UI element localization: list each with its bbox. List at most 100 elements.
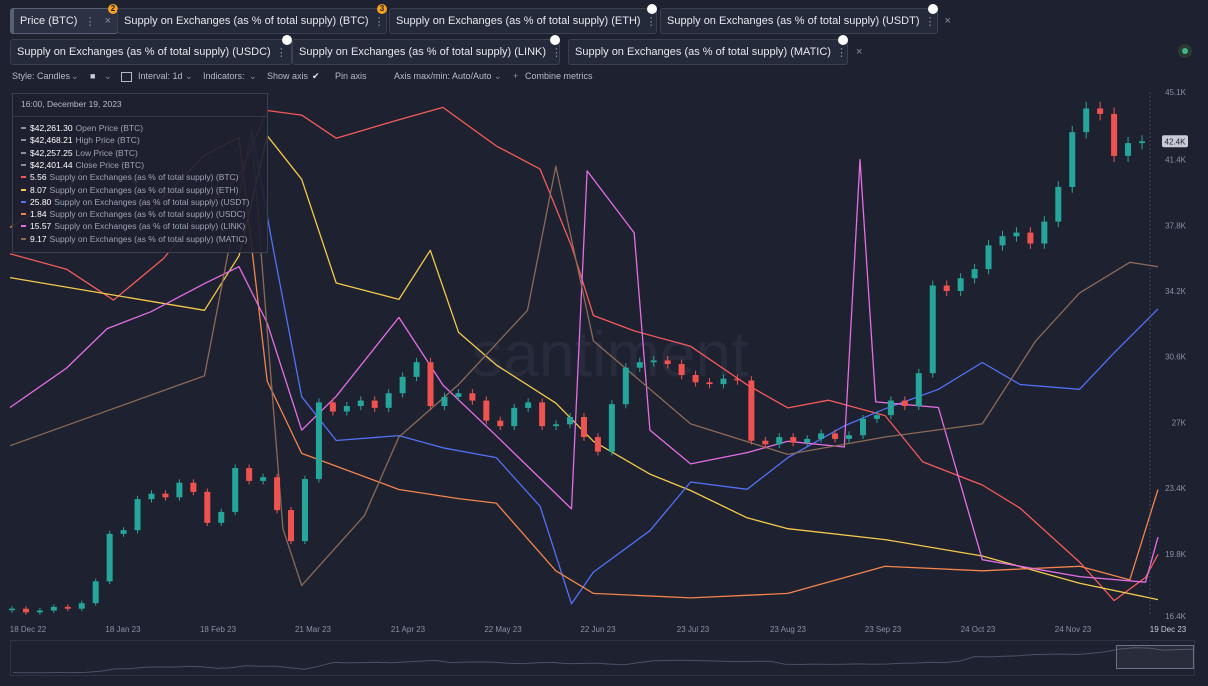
candle-body (385, 393, 392, 408)
tab-menu-icon[interactable]: ⋮ (835, 46, 847, 59)
plus-icon[interactable]: + (513, 71, 519, 81)
close-icon[interactable]: × (104, 15, 111, 27)
style-selector[interactable]: Style: Candles (12, 71, 71, 81)
candle-body (706, 382, 713, 385)
candle-body (580, 416, 587, 438)
x-tick-label: 19 Dec 23 (1150, 625, 1187, 634)
close-icon[interactable]: × (944, 15, 951, 27)
y-tick-label: 23.4K (1165, 484, 1187, 493)
candle-body (329, 402, 336, 412)
close-icon[interactable]: × (855, 46, 863, 58)
lock-icon[interactable] (647, 4, 657, 14)
candle-body (553, 424, 560, 427)
candle-body (1013, 232, 1020, 237)
combine-metrics-button[interactable]: Combine metrics (525, 71, 593, 81)
tab-menu-icon[interactable]: ⋮ (275, 46, 287, 59)
watermark: santiment (471, 318, 749, 390)
indicators-chevron-icon[interactable]: ⌄ (249, 71, 257, 81)
metric-tab-label: Supply on Exchanges (as % of total suppl… (17, 46, 271, 58)
candle-body (288, 510, 295, 542)
tooltip-metric-name: Supply on Exchanges (as % of total suppl… (49, 209, 246, 220)
metric-tab-label: Price (BTC) (20, 15, 78, 27)
pin-axis-toggle[interactable]: Pin axis (335, 71, 367, 81)
candle-body (469, 393, 476, 401)
x-tick-label: 21 Mar 23 (295, 625, 332, 634)
notification-badge[interactable]: 3 (377, 4, 387, 14)
tab-menu-icon[interactable]: ⋮ (551, 46, 563, 59)
interval-chevron-icon[interactable]: ⌄ (185, 71, 193, 81)
tooltip-value: 5.56 (30, 172, 47, 183)
tab-menu-icon[interactable]: ⋮ (84, 15, 96, 28)
tooltip-row: $42,261.30 Open Price (BTC) (21, 122, 143, 134)
lock-icon[interactable] (928, 4, 938, 14)
style-chevron-icon[interactable]: ⌄ (71, 71, 79, 81)
candle-body (134, 499, 141, 531)
candle-body (483, 400, 490, 421)
x-tick-label: 22 May 23 (484, 625, 522, 634)
metric-tab[interactable]: Supply on Exchanges (as % of total suppl… (292, 39, 577, 65)
show-axis-checkbox-icon[interactable]: ✔ (312, 71, 320, 81)
candle-body (218, 511, 225, 523)
axis-chevron-icon[interactable]: ⌄ (494, 71, 502, 81)
candle-body (1111, 113, 1118, 156)
metric-tab[interactable]: Supply on Exchanges (as % of total suppl… (10, 39, 302, 65)
metric-tabs: Price (BTC) ⋮ × 2 Supply on Exchanges (as % … (0, 0, 1208, 66)
candle-body (678, 364, 685, 375)
candle-body (427, 362, 434, 407)
candle-body (650, 360, 657, 363)
candle-body (455, 393, 462, 397)
series-color-swatch (11, 9, 14, 33)
y-tick-label: 16.4K (1165, 612, 1187, 621)
lock-icon[interactable] (550, 35, 560, 45)
series-color-swatch (21, 225, 26, 228)
tooltip-value: 15.57 (30, 221, 52, 232)
status-indicator[interactable] (1178, 44, 1192, 58)
tab-menu-icon[interactable]: ⋮ (924, 15, 936, 28)
candle-body (162, 493, 169, 498)
chart-toolbar: Style: Candles ⌄ ■ ⌄ Interval: 1d ⌄ Indi… (0, 69, 1208, 85)
y-tick-label: 19.8K (1165, 550, 1187, 559)
metric-tab[interactable]: Price (BTC) ⋮ × (10, 8, 118, 34)
y-tick-label: 37.8K (1165, 221, 1187, 230)
notification-badge[interactable]: 2 (108, 4, 118, 14)
tooltip-value: 9.17 (30, 233, 47, 244)
candle-body (120, 530, 127, 534)
lock-icon[interactable] (282, 35, 292, 45)
candle-body (441, 396, 448, 407)
range-navigator[interactable] (10, 640, 1195, 676)
interval-selector[interactable]: Interval: 1d (138, 71, 183, 81)
metric-tab[interactable]: Supply on Exchanges (as % of total suppl… (117, 8, 400, 34)
x-tick-label: 18 Dec 22 (10, 625, 47, 634)
tab-menu-icon[interactable]: ⋮ (645, 15, 657, 28)
tooltip-metric-name: Supply on Exchanges (as % of total suppl… (49, 184, 239, 195)
candle-body (1027, 232, 1034, 244)
tooltip-value: $42,401.44 (30, 159, 73, 170)
indicators-selector[interactable]: Indicators: (203, 71, 245, 81)
tab-menu-icon[interactable]: ⋮ (373, 15, 385, 28)
candle-body (929, 285, 936, 374)
tooltip-date: 16:00, December 19, 2023 (13, 94, 267, 117)
lock-icon[interactable] (838, 35, 848, 45)
axis-max-min-selector[interactable]: Axis max/min: Auto/Auto (394, 71, 492, 81)
metric-tab[interactable]: Supply on Exchanges (as % of total suppl… (389, 8, 672, 34)
candle-body (92, 581, 99, 604)
metric-tab[interactable]: Supply on Exchanges (as % of total suppl… (660, 8, 951, 34)
candle-body (78, 603, 85, 609)
candle-body (190, 482, 197, 492)
tooltip-row: 5.56 Supply on Exchanges (as % of total s… (21, 171, 239, 183)
y-tick-label: 27K (1172, 418, 1187, 427)
tooltip-row: 8.07 Supply on Exchanges (as % of total s… (21, 184, 239, 196)
tooltip-metric-name: Supply on Exchanges (as % of total suppl… (49, 172, 239, 183)
x-tick-label: 18 Feb 23 (200, 625, 237, 634)
color-swatch-icon[interactable]: ■ (90, 71, 96, 81)
series-color-swatch (21, 200, 26, 203)
candle-body (525, 402, 532, 408)
navigator-selection-handle[interactable] (1116, 645, 1194, 669)
candle-body (608, 404, 615, 452)
metric-tab[interactable]: Supply on Exchanges (as % of total suppl… (568, 39, 862, 65)
series-color-swatch (21, 176, 26, 179)
navigator-line (12, 647, 1194, 674)
metric-tab-label: Supply on Exchanges (as % of total suppl… (667, 15, 920, 27)
y-tick-label: 34.2K (1165, 287, 1187, 296)
color-chevron-icon[interactable]: ⌄ (104, 71, 112, 81)
